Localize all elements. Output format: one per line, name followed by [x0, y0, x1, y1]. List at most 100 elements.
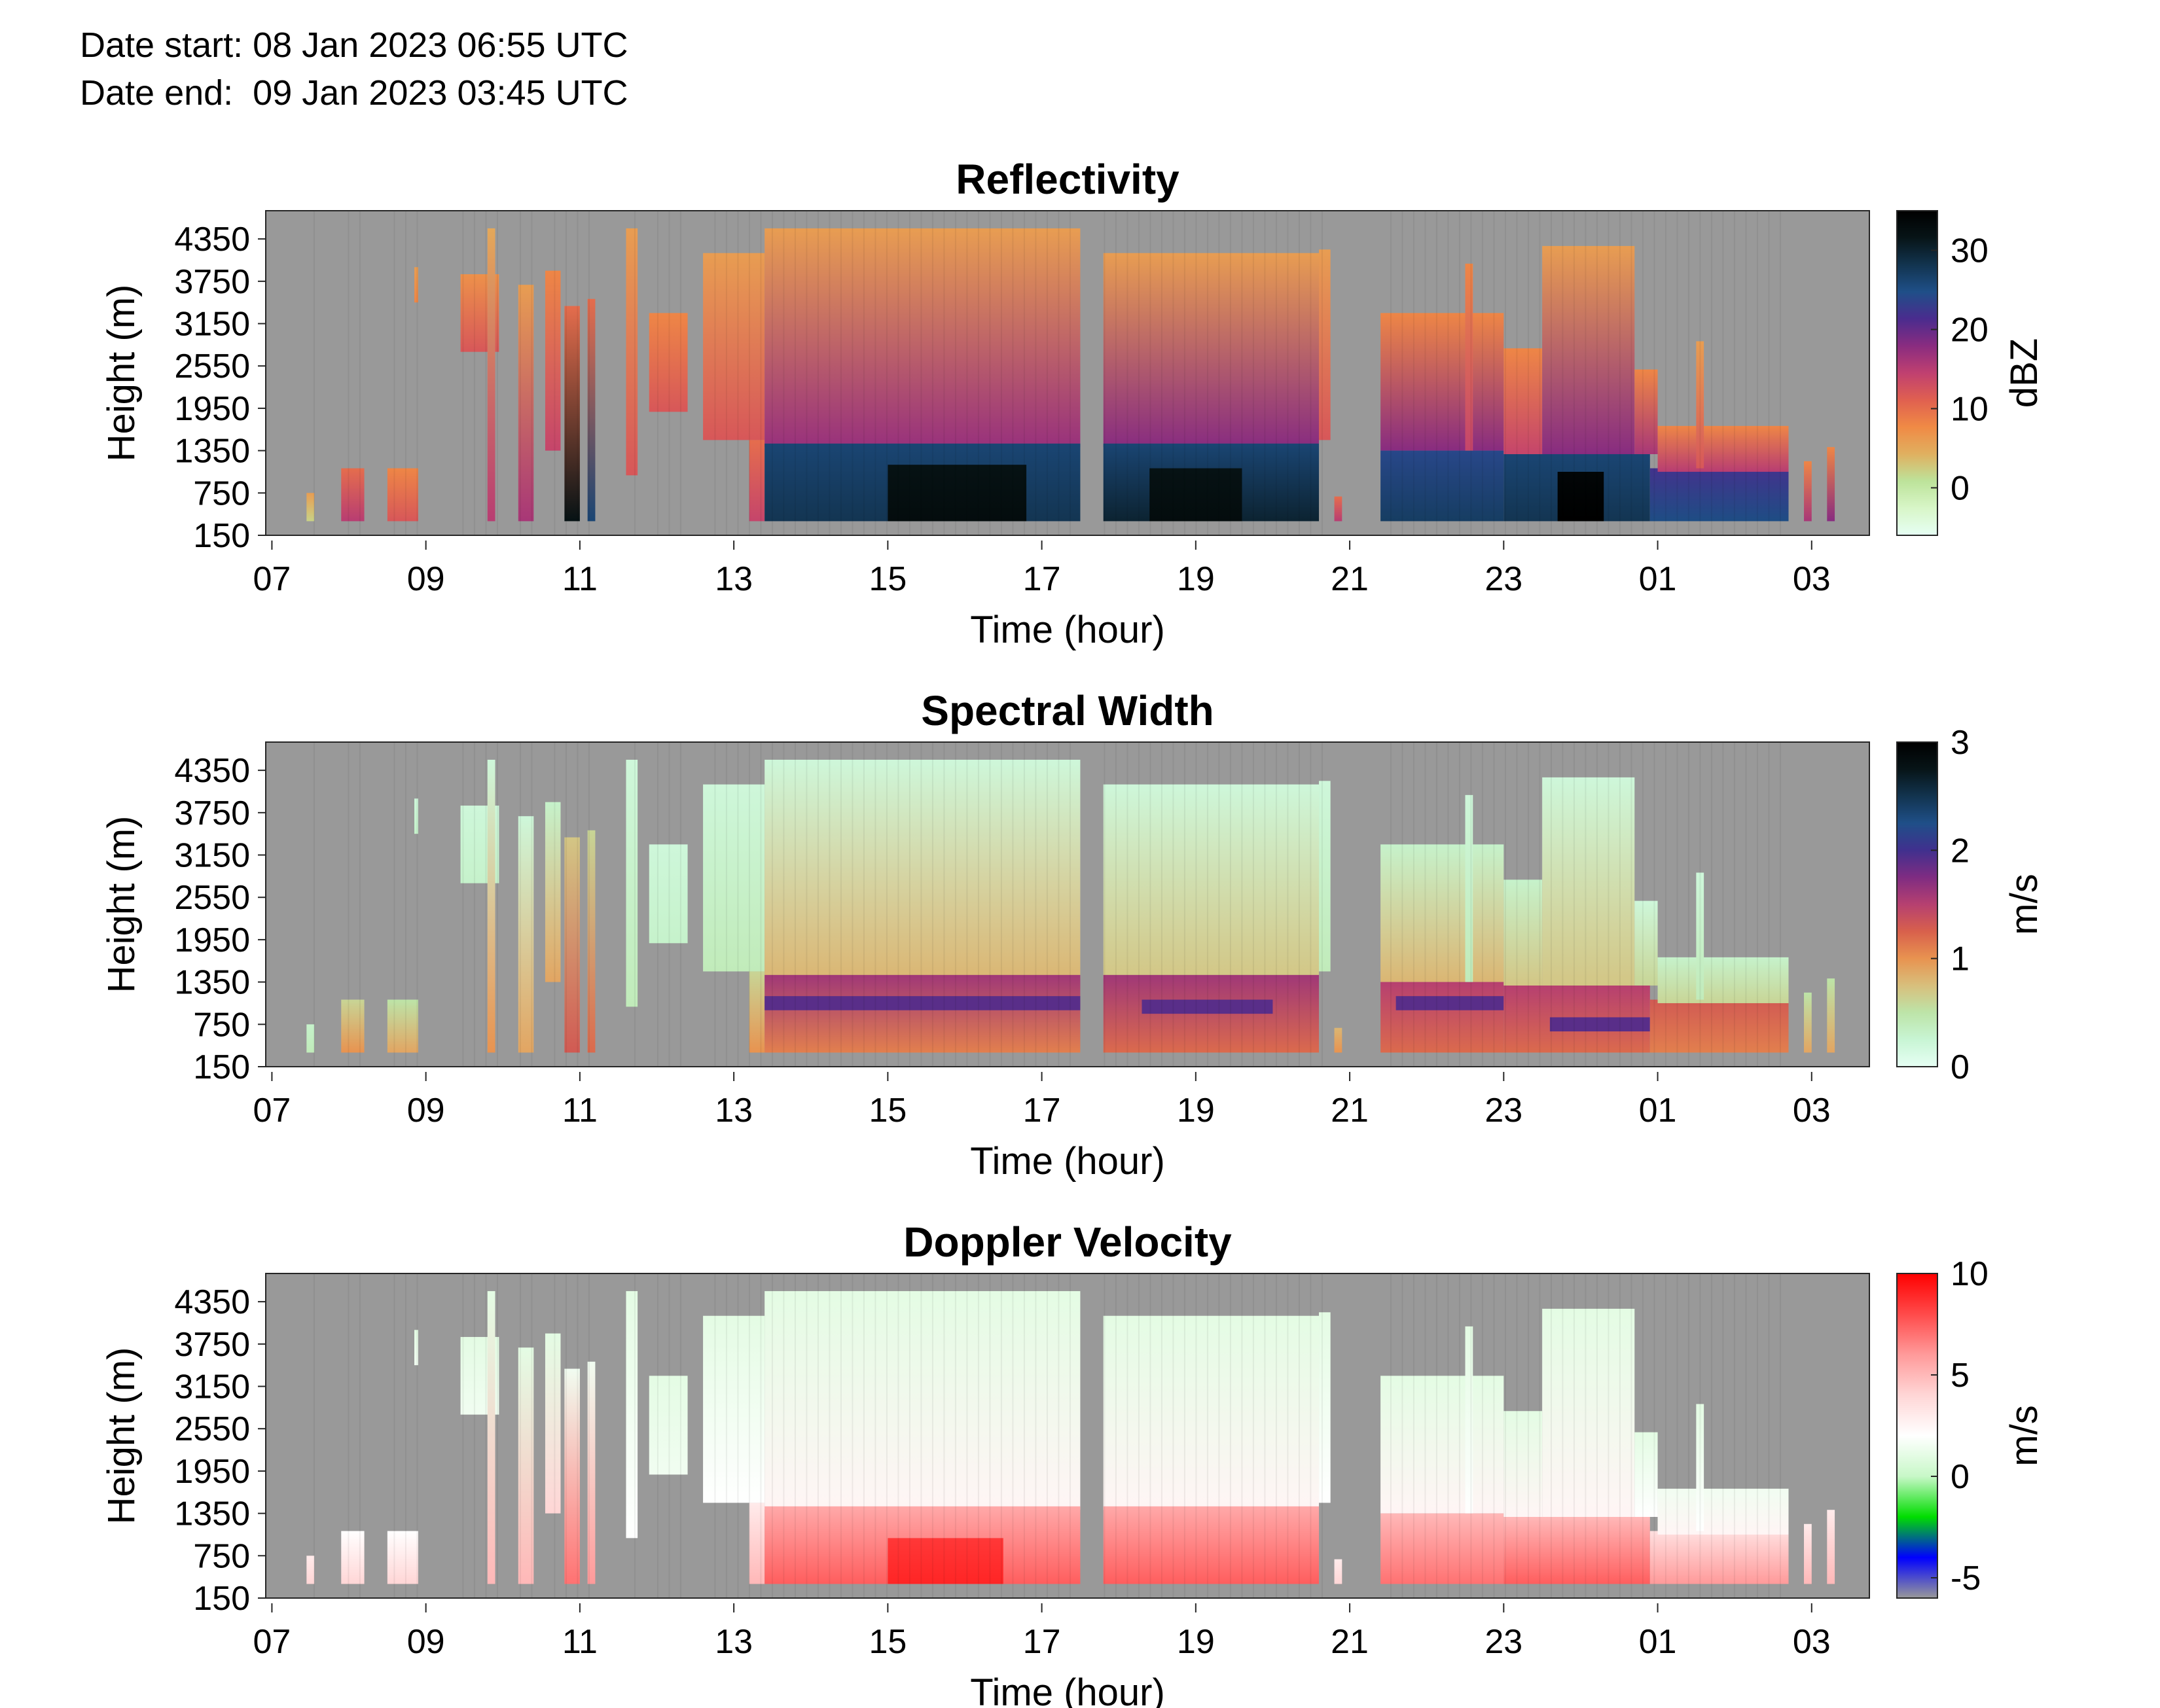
- streak: [852, 1273, 854, 1598]
- cloud-region: [1380, 313, 1504, 451]
- colorbar: 0 1 2 3 m/s: [1896, 724, 2045, 1086]
- panel-title: Reflectivity: [956, 156, 1179, 203]
- streak: [1733, 742, 1735, 1067]
- cloud-region: [387, 999, 418, 1053]
- streak: [1710, 1273, 1712, 1598]
- streak: [897, 742, 899, 1067]
- x-tick-label: 17: [1023, 1092, 1061, 1130]
- streak: [1653, 1273, 1655, 1598]
- streak: [1665, 211, 1666, 535]
- streak: [1665, 1273, 1666, 1598]
- streak: [806, 742, 808, 1067]
- streak: [1069, 211, 1071, 535]
- cloud-region: [1103, 1315, 1320, 1510]
- cloud-layer: [306, 1273, 1835, 1598]
- streak: [1035, 742, 1037, 1067]
- streak: [1768, 742, 1770, 1067]
- streak: [943, 1273, 945, 1598]
- cloud-region: [703, 784, 765, 972]
- y-tick-label: 150: [193, 1048, 250, 1086]
- cloud-region: [749, 1503, 765, 1584]
- streak: [1665, 742, 1666, 1067]
- streak: [393, 742, 395, 1067]
- cloud-region: [1380, 844, 1504, 982]
- streak: [1424, 1273, 1426, 1598]
- cloud-region: [1634, 900, 1658, 986]
- streak: [679, 742, 681, 1067]
- colorbar-tick-label: 2: [1951, 832, 1970, 870]
- streak: [668, 211, 670, 535]
- y-axis-label: Height (m): [100, 816, 143, 993]
- streak: [840, 1273, 842, 1598]
- streak: [1000, 211, 1002, 535]
- streak: [1676, 1273, 1678, 1598]
- streak: [1608, 211, 1610, 535]
- streak: [1138, 1273, 1140, 1598]
- streak: [1252, 211, 1254, 535]
- streak: [1023, 742, 1025, 1067]
- streak: [840, 211, 842, 535]
- x-tick-label: 03: [1793, 1092, 1831, 1130]
- cloud-region: [1465, 1326, 1473, 1514]
- streak: [1573, 742, 1575, 1067]
- streak: [1550, 742, 1552, 1067]
- date-start-label: Date start: 08 Jan 2023 06:55 UTC: [80, 26, 628, 65]
- streak: [588, 742, 590, 1067]
- streak: [771, 211, 773, 535]
- cloud-region: [1649, 1531, 1789, 1584]
- cloud-region: [1634, 1432, 1658, 1517]
- cloud-region: [545, 270, 561, 451]
- y-tick-label: 750: [193, 1537, 250, 1575]
- x-tick-label: 07: [253, 1092, 291, 1130]
- cloud-region: [1804, 992, 1812, 1053]
- streak: [1264, 1273, 1266, 1598]
- streak: [1023, 211, 1025, 535]
- x-axis-label: Time (hour): [970, 609, 1165, 651]
- cloud-region: [1657, 957, 1789, 1003]
- streak: [1104, 742, 1106, 1067]
- y-tick-label: 750: [193, 1006, 250, 1044]
- streak: [1310, 1273, 1312, 1598]
- streak: [1493, 211, 1495, 535]
- streak: [348, 211, 350, 535]
- streak: [1687, 211, 1689, 535]
- streak: [1722, 1273, 1724, 1598]
- streak: [794, 742, 796, 1067]
- streak: [1229, 211, 1231, 535]
- date-end-label: Date end: 09 Jan 2023 03:45 UTC: [80, 73, 628, 113]
- cloud-region: [626, 228, 638, 476]
- streak: [1539, 742, 1541, 1067]
- streak: [1172, 742, 1174, 1067]
- streak: [1275, 211, 1277, 535]
- cloud-region: [306, 1024, 315, 1053]
- streak: [1458, 211, 1460, 535]
- streak: [1447, 1273, 1449, 1598]
- streak: [1413, 211, 1414, 535]
- streak: [1733, 211, 1735, 535]
- x-tick-label: 13: [715, 560, 753, 598]
- x-tick-label: 17: [1023, 560, 1061, 598]
- streak: [393, 211, 395, 535]
- streak: [931, 1273, 933, 1598]
- streak: [1573, 211, 1575, 535]
- colorbar: 0 10 20 30 dBZ: [1896, 210, 2045, 536]
- streak: [1321, 211, 1323, 535]
- cloud-region: [649, 313, 688, 412]
- cloud-region: [765, 759, 1081, 979]
- streak: [1539, 1273, 1541, 1598]
- streak: [931, 211, 933, 535]
- streak: [1779, 1273, 1781, 1598]
- streak: [852, 211, 854, 535]
- colorbar-tick-label: 5: [1951, 1357, 1970, 1395]
- streak: [462, 742, 464, 1067]
- cloud-region: [1334, 1027, 1342, 1053]
- streak: [840, 742, 842, 1067]
- x-tick-label: 19: [1177, 560, 1215, 598]
- streak: [1710, 742, 1712, 1067]
- streak: [473, 211, 475, 535]
- streak: [783, 1273, 785, 1598]
- y-tick-label: 2550: [174, 879, 250, 917]
- cloud-region: [749, 440, 765, 522]
- streak: [748, 742, 750, 1067]
- streak: [817, 211, 819, 535]
